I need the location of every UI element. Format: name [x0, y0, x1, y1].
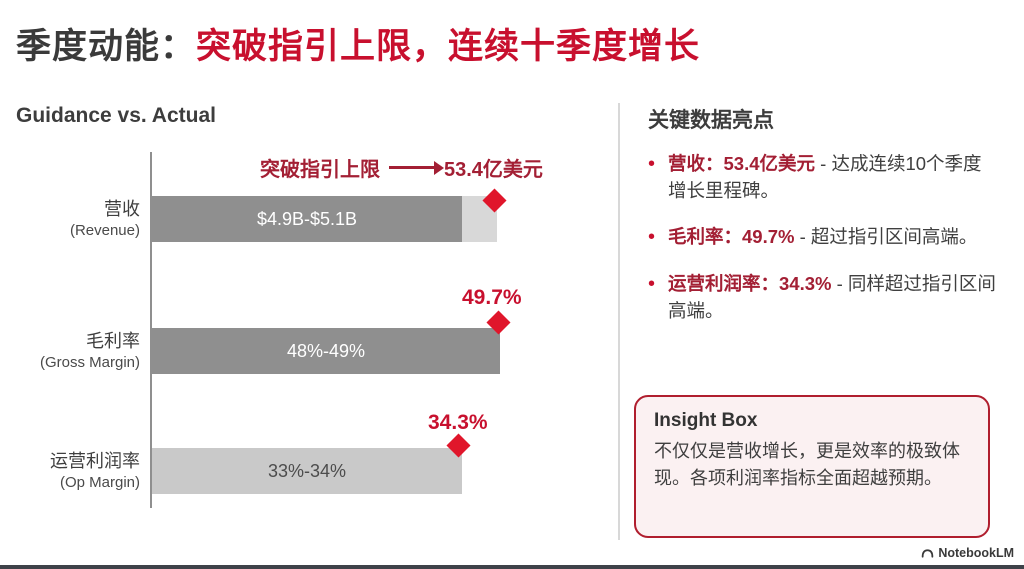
title-prefix: 季度动能：	[16, 27, 197, 66]
title-highlight: 突破指引上限，连续十季度增长	[196, 27, 701, 66]
row-label-sub: (Op Margin)	[59, 474, 140, 492]
insight-box: Insight Box 不仅仅是营收增长，更是效率的极致体现。各项利润率指标全面…	[634, 395, 990, 538]
row-label-main: 运营利润率	[50, 451, 140, 471]
bullet-text: - 达成连续10个季度增长里程碑。	[668, 153, 982, 202]
bottom-bar	[0, 565, 1024, 569]
bullet-strong: 营收：53.4亿美元	[668, 153, 816, 174]
watermark-label: NotebookLM	[938, 546, 1014, 560]
row-label-revenue: 营收 (Revenue)	[0, 198, 140, 240]
right-arrow-icon	[389, 160, 444, 175]
highlights-list: 营收：53.4亿美元 - 达成连续10个季度增长里程碑。 毛利率：49.7% -…	[646, 150, 996, 343]
guidance-bar-op-margin: 33%-34%	[152, 448, 462, 494]
y-axis-line	[150, 152, 152, 508]
guidance-range-label: $4.9B-$5.1B	[256, 208, 358, 229]
vertical-divider	[618, 103, 620, 540]
row-label-gross-margin: 毛利率 (Gross Margin)	[0, 330, 140, 372]
bullet-text: - 同样超过指引区间高端。	[668, 272, 996, 321]
list-item: 营收：53.4亿美元 - 达成连续10个季度增长里程碑。	[646, 150, 996, 204]
highlights-heading: 关键数据亮点	[648, 109, 774, 132]
annotation-value: 53.4亿美元	[444, 159, 543, 181]
guidance-bar-revenue: $4.9B-$5.1B	[152, 196, 462, 242]
slide-title: 季度动能：突破指引上限，连续十季度增长	[16, 18, 700, 69]
beat-guidance-annotation: 突破指引上限 53.4亿美元	[260, 153, 543, 182]
notebooklm-logo-icon	[921, 547, 934, 560]
bullet-strong: 运营利润率：34.3%	[668, 272, 832, 294]
watermark: NotebookLM	[921, 546, 1014, 560]
guidance-range-label: 33%-34%	[267, 460, 347, 481]
actual-value-op-margin: 34.3%	[428, 411, 488, 434]
row-label-op-margin: 运营利润率 (Op Margin)	[0, 450, 140, 492]
chart-heading: Guidance vs. Actual	[16, 104, 216, 127]
guidance-range-label: 48%-49%	[286, 340, 366, 361]
row-label-main: 毛利率	[86, 331, 140, 351]
list-item: 毛利率：49.7% - 超过指引区间高端。	[646, 223, 996, 253]
bullet-text: - 超过指引区间高端。	[794, 226, 978, 248]
insight-box-body: 不仅仅是营收增长，更是效率的极致体现。各项利润率指标全面超越预期。	[654, 441, 960, 488]
annotation-label: 突破指引上限	[260, 159, 380, 181]
row-label-sub: (Revenue)	[69, 222, 140, 240]
row-label-main: 营收	[104, 199, 140, 219]
bullet-strong: 毛利率：49.7%	[668, 226, 795, 248]
insight-box-title: Insight Box	[654, 410, 758, 431]
guidance-bar-gross-margin: 48%-49%	[152, 328, 500, 374]
row-label-sub: (Gross Margin)	[39, 354, 140, 372]
actual-value-gross-margin: 49.7%	[462, 286, 522, 309]
list-item: 运营利润率：34.3% - 同样超过指引区间高端。	[646, 270, 996, 324]
